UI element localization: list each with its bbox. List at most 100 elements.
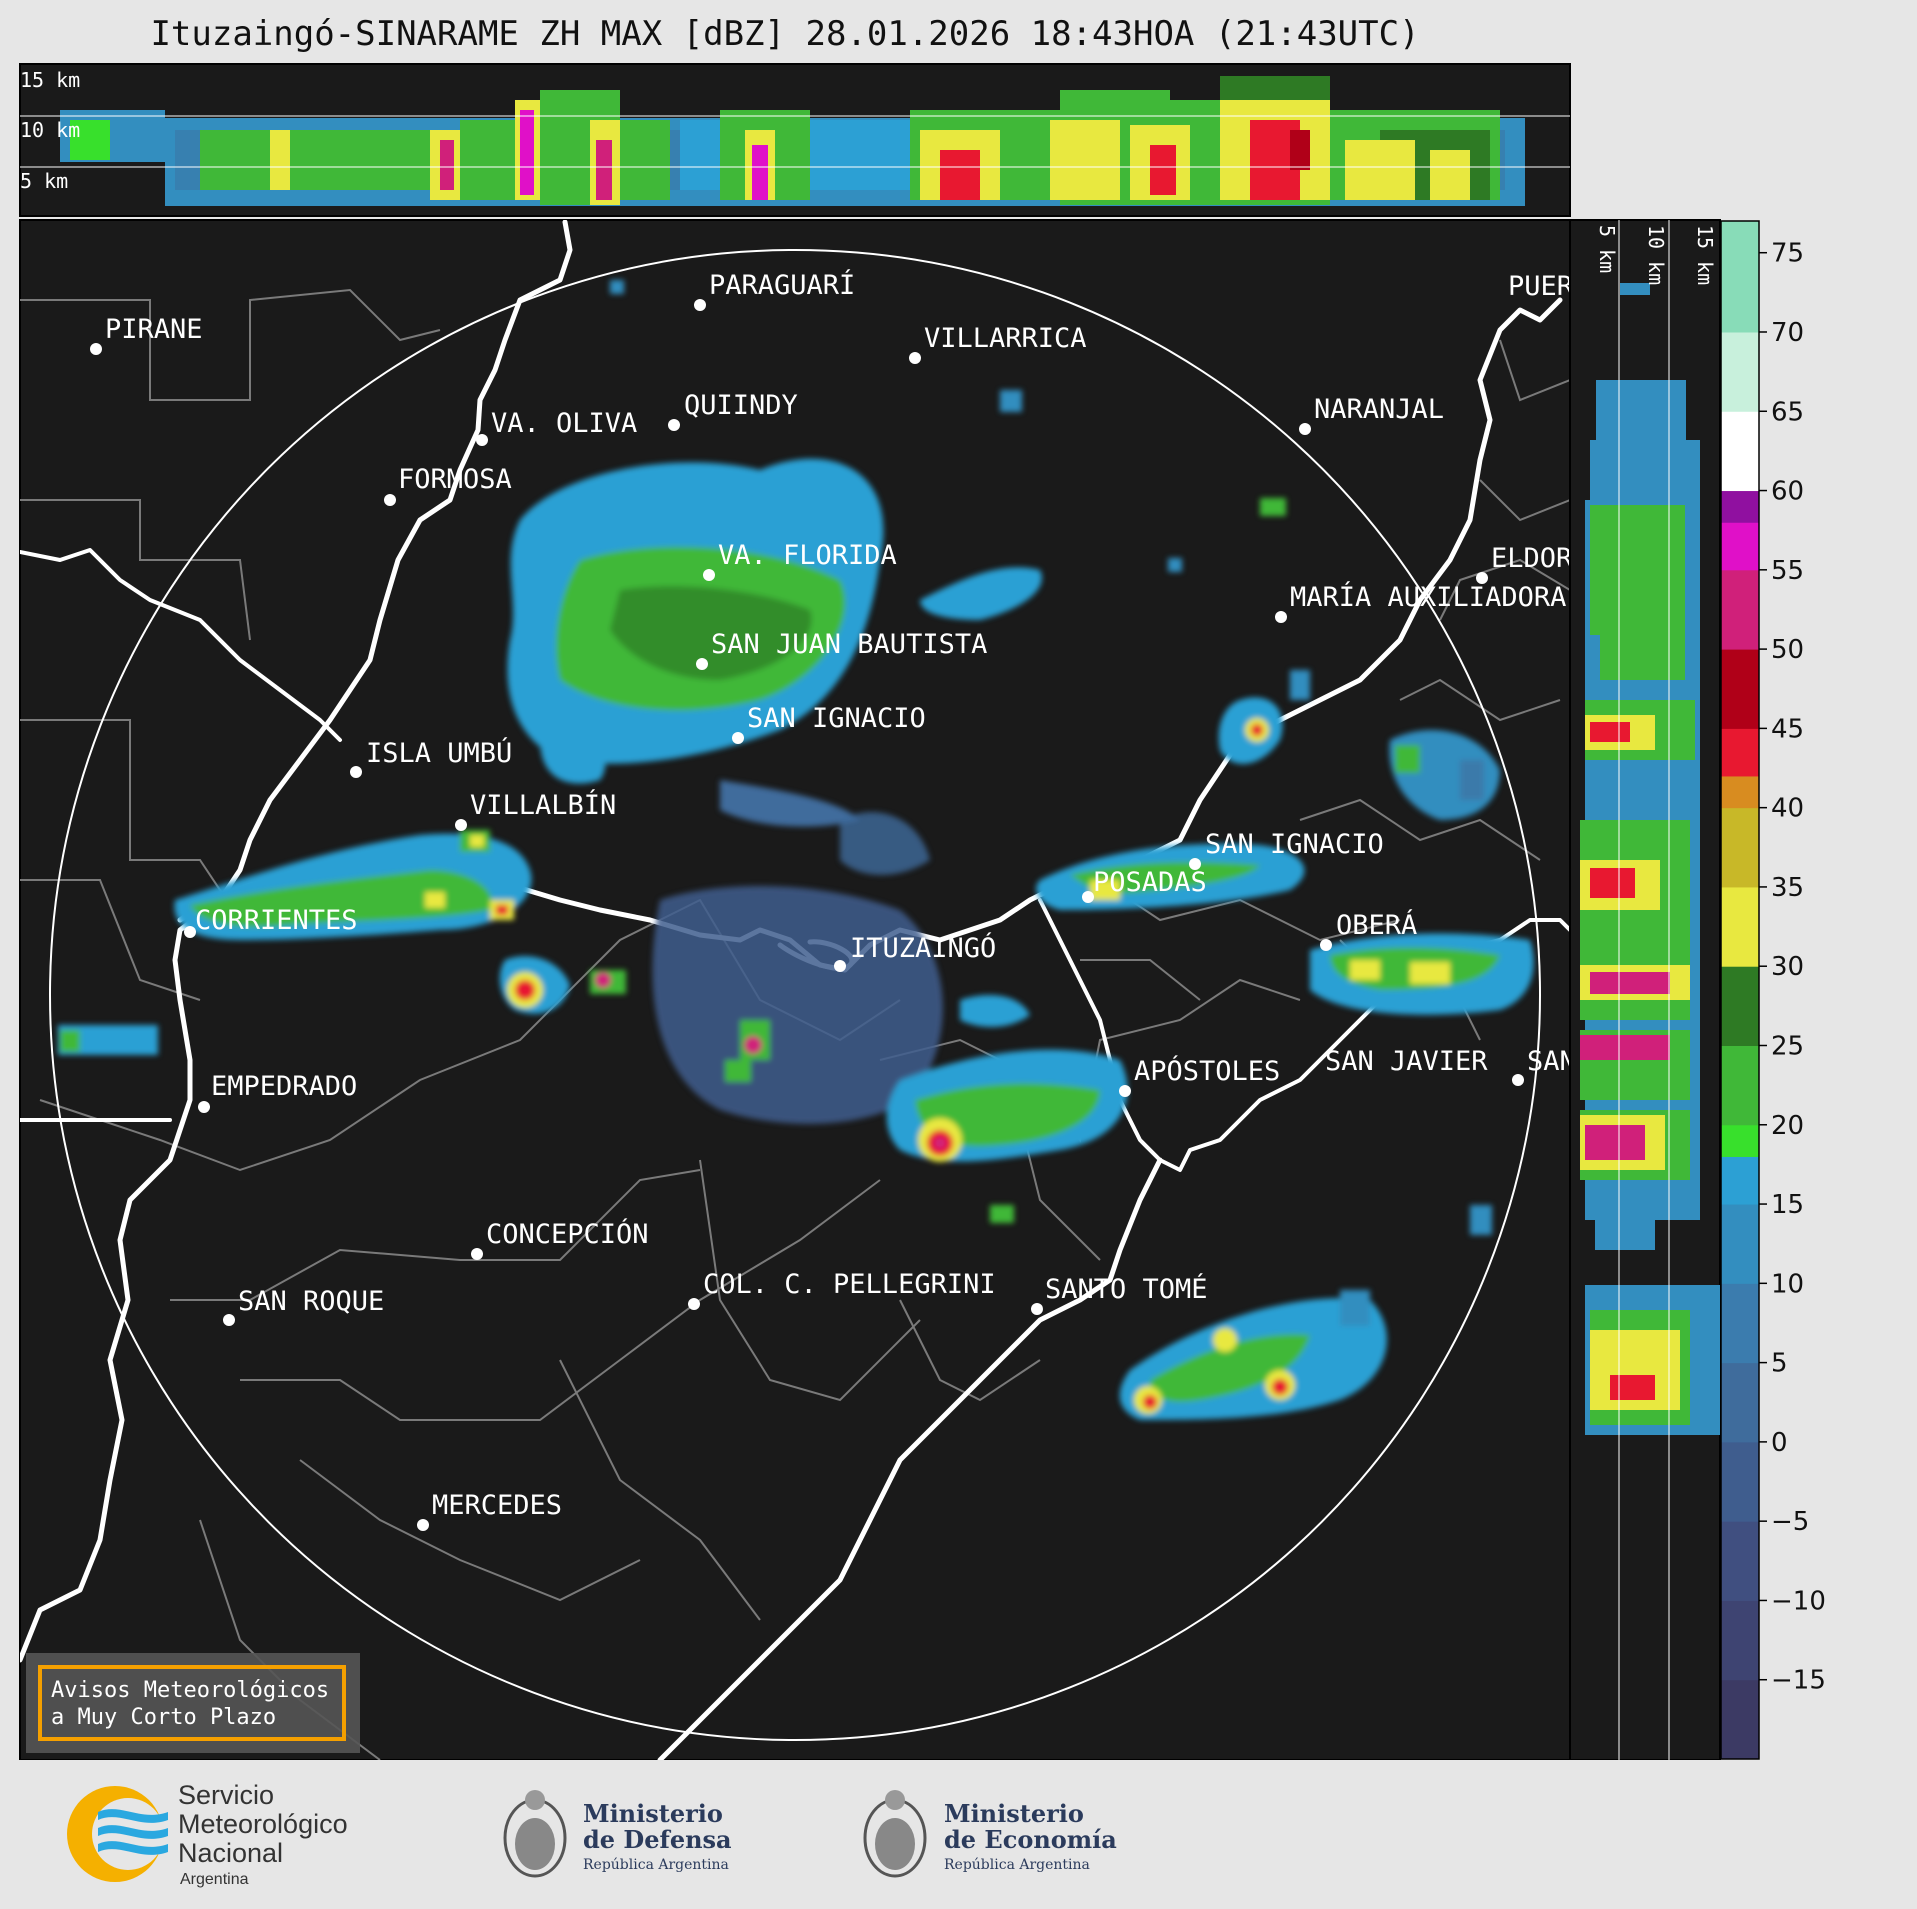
city-va-florida: VA. FLORIDA [718,540,897,571]
smn-text-2: Meteorológico [178,1809,348,1839]
range-ring [49,249,1541,1741]
top-label-5km: 5 km [20,169,68,193]
colorbar-tick-label-8: 35 [1771,873,1804,903]
colorbar-tick-label-5: 50 [1771,635,1804,665]
colorbar-band-3 [1721,1441,1759,1522]
colorbar-bands [1721,221,1759,1760]
colorbar-band-18 [1721,490,1759,523]
city-dot-obera [1320,939,1332,951]
city-dot-isla-umbu [350,766,362,778]
city-dot-santo-tome [1031,1303,1043,1315]
city-obera: OBERÁ [1336,909,1417,941]
city-villalbin: VILLALBÍN [470,789,616,821]
colorbar-band-14 [1721,728,1759,777]
city-san-roque: SAN ROQUE [238,1286,384,1317]
colorbar-band-19 [1721,411,1759,492]
colorbar-band-2 [1721,1521,1759,1601]
rivers-borders [20,220,1570,1760]
colorbar-band-0 [1721,1679,1759,1760]
colorbar-band-16 [1721,569,1759,650]
city-dot-san [1512,1074,1524,1086]
city-apostoles: APÓSTOLES [1134,1055,1280,1087]
colorbar-tick-label-3: 60 [1771,477,1804,507]
side-label-5km: 5 km [1595,225,1619,273]
city-dot-va-oliva [476,434,488,446]
top-label-10km: 10 km [20,118,80,142]
economia-text-3: República Argentina [944,1857,1090,1873]
city-paraguari: PARAGUARÍ [709,269,855,301]
city-san-javier: SAN JAVIER [1325,1046,1488,1077]
colorbar-tick-label-14: 5 [1771,1349,1788,1379]
city-san-juan-bautista: SAN JUAN BAUTISTA [711,629,987,660]
colorbar-tick-label-11: 20 [1771,1111,1804,1141]
city-dot-pirane [90,343,102,355]
colorbar-band-17 [1721,522,1759,571]
city-col-c-pellegrini: COL. C. PELLEGRINI [703,1269,996,1300]
city-dot-san-ignacio-py [732,732,744,744]
city-dot-naranjal [1299,423,1311,435]
colorbar-band-5 [1721,1283,1759,1364]
colorbar-tick-label-17: −10 [1771,1586,1826,1616]
city-pirane: PIRANE [105,314,203,345]
colorbar-band-11 [1721,886,1759,967]
city-dot-formosa [384,494,396,506]
city-dot-paraguari [694,299,706,311]
city-dot-san-juan-bautista [696,658,708,670]
city-dot-empedrado [198,1101,210,1113]
smn-logo: Servicio Meteorológico Nacional Argentin… [67,1780,348,1888]
colorbar-tick-label-6: 45 [1771,714,1804,744]
city-ituzaingo: ITUZAINGÓ [850,932,996,964]
city-puerto: PUERTO [1508,271,1606,302]
colorbar-tick-label-2: 65 [1771,397,1804,427]
colorbar-band-4 [1721,1362,1759,1443]
city-santo-tome: SANTO TOMÉ [1045,1273,1208,1305]
city-dot-san-ignacio-ar [1189,858,1201,870]
city-labels: PARAGUARÍ VILLARRICA PIRANE QUIINDY VA. … [90,269,1606,1531]
map-title: Ituzaingó-SINARAME ZH MAX [dBZ] 28.01.20… [150,14,1420,54]
colorbar-band-8 [1721,1124,1759,1157]
city-dot-villalbin [455,819,467,831]
defensa-text-3: República Argentina [583,1857,729,1873]
colorbar-tick-label-1: 70 [1771,318,1804,348]
warning-box[interactable]: Avisos Meteorológicos a Muy Corto Plazo [26,1653,360,1753]
city-isla-umbu: ISLA UMBÚ [366,737,512,769]
top-label-15km: 15 km [20,68,80,92]
city-dot-eldorado [1476,572,1488,584]
city-dot-va-florida [703,569,715,581]
city-dot-mercedes [417,1519,429,1531]
colorbar-band-15 [1721,649,1759,729]
city-empedrado: EMPEDRADO [211,1071,357,1102]
colorbar-tick-label-0: 75 [1771,239,1804,269]
defensa-text-1: Ministerio [583,1799,723,1828]
city-san-ignacio-py: SAN IGNACIO [747,703,926,734]
warning-line-2: a Muy Corto Plazo [51,1705,276,1730]
city-dot-concepcion [471,1248,483,1260]
radar-echoes [58,280,1534,1420]
colorbar-band-10 [1721,966,1759,1046]
city-posadas: POSADAS [1093,867,1207,898]
colorbar-band-6 [1721,1204,1759,1284]
radar-figure: 15 km 10 km 5 km [19,63,1826,1760]
colorbar-tick-label-12: 15 [1771,1190,1804,1220]
warning-line-1: Avisos Meteorológicos [51,1678,329,1703]
colorbar-band-1 [1721,1600,1759,1681]
smn-text-4: Argentina [180,1871,249,1888]
smn-text-3: Nacional [178,1838,283,1868]
footer-logos: Servicio Meteorológico Nacional Argentin… [67,1780,1117,1888]
city-san: SAN [1527,1046,1576,1077]
colorbar-tick-label-13: 10 [1771,1269,1804,1299]
city-dot-maria-auxiliadora [1275,611,1287,623]
colorbar-tick-label-16: −5 [1771,1507,1809,1537]
city-maria-auxiliadora: MARÍA AUXILIADORA [1290,581,1566,613]
side-label-10km: 10 km [1644,225,1668,285]
city-quiindy: QUIINDY [684,390,798,421]
colorbar-tick-label-10: 25 [1771,1031,1804,1061]
economia-text-1: Ministerio [944,1799,1084,1828]
city-va-oliva: VA. OLIVA [491,408,637,439]
colorbar-band-20 [1721,331,1759,412]
defensa-logo: Ministerio de Defensa República Argentin… [503,1790,732,1878]
colorbar-tick-label-9: 30 [1771,952,1804,982]
city-dot-corrientes [184,926,196,938]
